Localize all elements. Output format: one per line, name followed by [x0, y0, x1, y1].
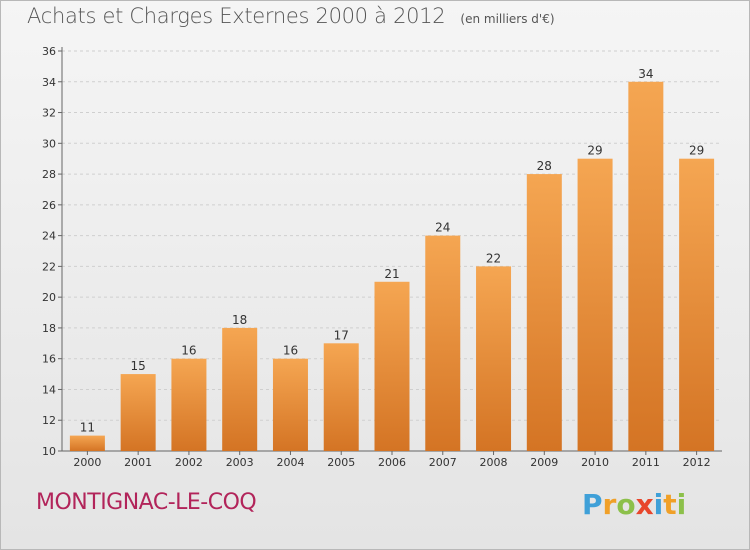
y-tick-label: 26: [42, 199, 56, 212]
x-tick-label: 2007: [429, 456, 457, 469]
logo-letter: P: [582, 488, 603, 521]
commune-name: MONTIGNAC-LE-COQ: [36, 490, 257, 515]
y-tick-label: 34: [42, 76, 56, 89]
x-tick-label: 2000: [73, 456, 101, 469]
y-tick-label: 18: [42, 322, 56, 335]
y-tick-label: 28: [42, 168, 56, 181]
logo-letter: x: [635, 488, 654, 521]
bar: [628, 81, 664, 452]
x-tick-label: 2009: [530, 456, 558, 469]
bar-value-label: 24: [435, 221, 450, 235]
bar-value-label: 21: [384, 267, 399, 281]
bar: [476, 266, 512, 451]
y-tick-label: 14: [42, 383, 56, 396]
bar-value-label: 18: [232, 313, 247, 327]
y-tick-label: 30: [42, 137, 56, 150]
bar-value-label: 28: [537, 159, 552, 173]
logo-letter: r: [602, 488, 617, 521]
chart-header: Achats et Charges Externes 2000 à 2012 (…: [27, 4, 555, 28]
y-tick-label: 16: [42, 353, 56, 366]
proxiti-logo[interactable]: Proxiti: [582, 488, 686, 521]
chart-subtitle: (en milliers d'€): [460, 12, 555, 26]
x-tick-label: 2004: [276, 456, 304, 469]
x-tick-label: 2003: [226, 456, 254, 469]
bar-value-label: 17: [334, 328, 349, 342]
bar-value-label: 29: [587, 144, 602, 158]
bar: [374, 281, 410, 451]
x-tick-label: 2012: [683, 456, 711, 469]
y-tick-label: 32: [42, 107, 56, 120]
bar: [69, 435, 105, 451]
bar: [577, 158, 613, 451]
x-tick-label: 2008: [480, 456, 508, 469]
bar-value-label: 29: [689, 144, 704, 158]
bar: [526, 174, 562, 452]
bar: [679, 158, 715, 451]
logo-letter: t: [663, 488, 677, 521]
bar-value-label: 34: [638, 67, 653, 81]
y-tick-label: 36: [42, 45, 56, 58]
y-tick-label: 10: [42, 445, 56, 458]
logo-letter: o: [616, 488, 636, 521]
x-tick-label: 2002: [175, 456, 203, 469]
bar-value-label: 16: [181, 344, 196, 358]
x-tick-label: 2001: [124, 456, 152, 469]
chart-title: Achats et Charges Externes 2000 à 2012: [27, 4, 446, 28]
bar-value-label: 15: [131, 359, 146, 373]
bar: [222, 327, 258, 451]
y-tick-label: 22: [42, 260, 56, 273]
logo-letter: i: [676, 488, 687, 521]
y-tick-label: 20: [42, 291, 56, 304]
bar-value-label: 22: [486, 251, 501, 265]
y-tick-label: 24: [42, 230, 56, 243]
x-tick-label: 2010: [581, 456, 609, 469]
bar: [120, 374, 156, 451]
bar-value-label: 11: [80, 421, 95, 435]
y-tick-label: 12: [42, 414, 56, 427]
x-tick-label: 2006: [378, 456, 406, 469]
x-tick-label: 2011: [632, 456, 660, 469]
bar: [425, 235, 461, 451]
x-tick-label: 2005: [327, 456, 355, 469]
logo-letter: i: [653, 488, 664, 521]
bar: [323, 343, 359, 451]
bar: [272, 358, 308, 451]
bar-value-label: 16: [283, 344, 298, 358]
bar: [171, 358, 207, 451]
